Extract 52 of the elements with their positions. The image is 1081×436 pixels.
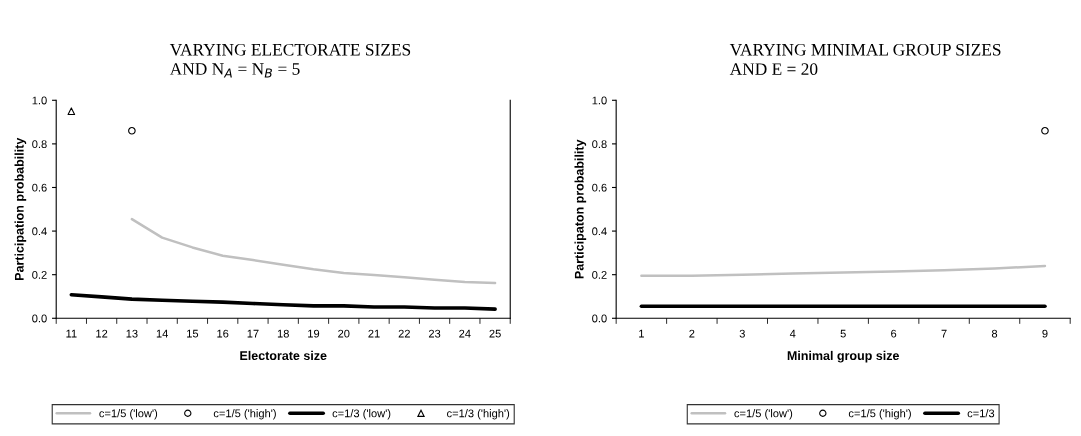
legend-label: c=1/5 ('low') xyxy=(99,409,158,420)
y-tick-label: 0.4 xyxy=(592,227,607,236)
x-tick-label: 19 xyxy=(308,329,320,338)
x-tick-label: 9 xyxy=(1042,329,1048,338)
x-tick-label: 11 xyxy=(66,329,77,338)
chart-title: VARYING ELECTORATE SIZES AND N$_{A}$ = N$_{B}$ = 5 xyxy=(169,43,411,78)
y-tick-label: 0.4 xyxy=(32,227,47,236)
x-tick-label: 8 xyxy=(991,329,998,338)
legend-label: c=1/3 ('low') xyxy=(332,409,391,420)
legend-label: c=1/3 ('high') xyxy=(447,409,510,420)
x-tick-label: 3 xyxy=(739,329,745,338)
y-tick-label: 0.6 xyxy=(32,183,47,192)
x-tick-label: 22 xyxy=(398,329,410,338)
x-tick-label: 7 xyxy=(941,329,947,338)
x-tick-label: 5 xyxy=(840,329,846,338)
x-tick-label: 13 xyxy=(126,329,138,338)
legend-label: c=1/5 ('high') xyxy=(213,409,276,420)
y-tick-label: 0.8 xyxy=(32,140,47,149)
x-tick-label: 17 xyxy=(247,329,259,338)
x-tick-label: 21 xyxy=(368,329,380,338)
line-series xyxy=(130,217,497,285)
y-tick-label: 0.6 xyxy=(592,183,607,192)
y-tick-label: 1.0 xyxy=(32,96,47,105)
x-tick-label: 20 xyxy=(338,329,350,338)
legend-label: c=1/5 ('low') xyxy=(734,409,793,420)
x-tick-label: 16 xyxy=(217,329,229,338)
x-tick-label: 2 xyxy=(689,329,695,338)
x-tick-label: 4 xyxy=(789,329,796,338)
x-axis-title: Minimal group size xyxy=(787,350,900,363)
y-tick-label: 0.8 xyxy=(592,140,607,149)
chart-title: VARYING MINIMAL GROUP SIZES AND E = 20 xyxy=(729,43,1001,75)
y-tick-label: 0.2 xyxy=(32,270,47,279)
legend-label: c=1/3 xyxy=(967,409,995,418)
y-axis-title: Participation probability xyxy=(14,137,27,280)
x-axis-title: Electorate size xyxy=(240,350,327,361)
y-tick-label: 0.0 xyxy=(592,314,607,323)
x-tick-label: 14 xyxy=(156,329,168,338)
legend-label: c=1/5 ('high') xyxy=(848,409,911,420)
x-tick-label: 23 xyxy=(428,329,441,338)
y-axis-title: Participaton probability xyxy=(574,139,587,279)
x-tick-label: 18 xyxy=(277,329,289,338)
x-tick-label: 12 xyxy=(96,329,108,338)
x-tick-label: 6 xyxy=(891,329,897,338)
y-tick-label: 0.2 xyxy=(592,270,607,279)
line-series xyxy=(640,264,1047,278)
y-tick-label: 0.0 xyxy=(32,314,47,323)
y-tick-label: 1.0 xyxy=(592,96,607,105)
x-tick-label: 1 xyxy=(639,329,644,338)
x-tick-label: 15 xyxy=(187,329,199,338)
x-tick-label: 24 xyxy=(459,329,471,338)
line-series xyxy=(69,292,497,311)
x-tick-label: 25 xyxy=(489,329,501,338)
